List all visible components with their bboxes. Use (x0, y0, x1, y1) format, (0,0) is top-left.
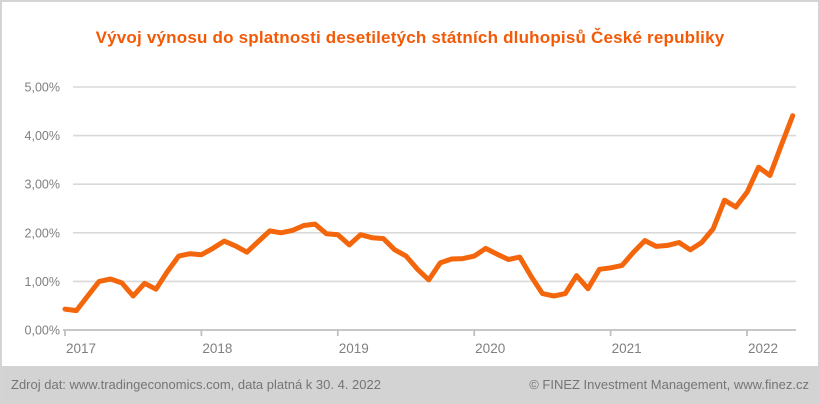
yield-line (62, 113, 796, 314)
data-source-note: Zdroj dat: www.tradingeconomics.com, dat… (11, 376, 381, 392)
chart-title: Vývoj výnosu do splatnosti desetiletých … (95, 28, 725, 47)
yield-line-chart: 0,00% 1,00% 2,00% 3,00% 4,00% 5,00% 2017 2018 20… (25, 81, 796, 356)
copyright-note: © FINEZ Investment Management, www.finez… (529, 376, 809, 392)
x-tick-label: 2017 (66, 341, 96, 356)
y-tick-label: 1,00% (25, 275, 60, 289)
y-tick-label: 3,00% (25, 178, 60, 192)
x-tick-label: 2018 (202, 341, 232, 356)
x-tick-label: 2021 (612, 341, 642, 356)
x-tick-label: 2022 (748, 341, 778, 356)
footer-bar: Zdroj dat: www.tradingeconomics.com, dat… (2, 366, 818, 402)
y-tick-label: 0,00% (25, 324, 60, 338)
x-tick-label: 2020 (475, 341, 505, 356)
y-tick-label: 2,00% (25, 226, 60, 240)
x-tick-label: 2019 (339, 341, 369, 356)
y-tick-label: 5,00% (25, 81, 60, 95)
y-tick-label: 4,00% (25, 129, 60, 143)
